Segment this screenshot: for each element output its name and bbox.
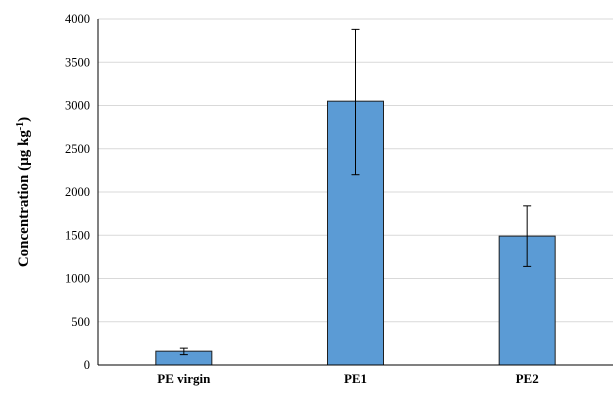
x-tick-label: PE2 — [516, 371, 539, 386]
y-axis-title: Concentration (µg kg-1) — [15, 117, 33, 267]
y-axis-title-suffix: ) — [16, 117, 32, 122]
y-tick-label: 1000 — [65, 272, 90, 286]
y-tick-labels: 0 500 1000 1500 2000 2500 3000 3500 4000 — [65, 12, 90, 372]
y-tick-label: 2000 — [65, 185, 90, 199]
y-tick-label: 2500 — [65, 142, 90, 156]
y-axis-title-superscript: -1 — [15, 122, 26, 130]
y-tick-label: 500 — [71, 315, 90, 329]
x-tick-labels: PE virgin PE1 PE2 — [157, 371, 538, 386]
y-axis-title-main: Concentration (µg kg — [16, 130, 32, 267]
y-tick-label: 3000 — [65, 99, 90, 113]
y-tick-label: 0 — [84, 358, 90, 372]
y-tick-label: 1500 — [65, 228, 90, 242]
x-tick-label: PE virgin — [157, 371, 211, 386]
y-tick-label: 4000 — [65, 12, 90, 26]
error-bars — [179, 28, 532, 356]
axes — [97, 19, 613, 366]
x-tick-label: PE1 — [344, 371, 367, 386]
y-tick-label: 3500 — [65, 55, 90, 69]
